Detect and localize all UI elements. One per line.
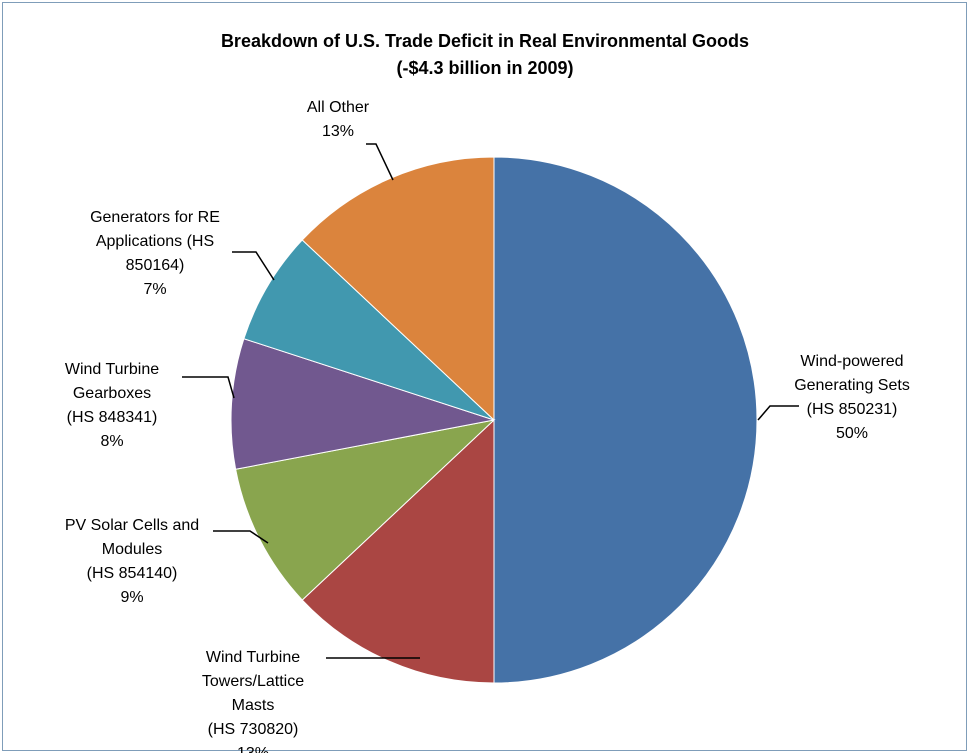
slice-label-wind-turbine: Wind Turbine Gearboxes (HS 848341) 8%	[65, 361, 159, 450]
leader-line-all-other	[366, 143, 394, 181]
slice-labels: Wind-powered Generating Sets (HS 850231) 50…	[65, 99, 910, 753]
pie-slice-generators-for-re	[243, 239, 495, 421]
pie-slice-wind-turbine	[301, 418, 495, 684]
leader-line-generators-for-re	[232, 251, 275, 281]
slice-label-generators-for-re: Generators for RE Applications (HS 850164)…	[90, 209, 220, 298]
leader-line-wind-powered	[757, 405, 799, 421]
leader-line-pv-solar-cells-and	[213, 530, 269, 544]
chart-title: Breakdown of U.S. Trade Deficit in Real …	[221, 31, 749, 51]
slice-label-all-other: All Other 13%	[307, 99, 370, 140]
pie-slice-wind-turbine	[230, 338, 495, 470]
slice-label-wind-turbine: Wind Turbine Towers/Lattice Masts (HS 73082…	[202, 649, 304, 753]
slice-label-pv-solar-cells-and: PV Solar Cells and Modules (HS 854140) 9%	[65, 517, 199, 606]
pie-slices	[230, 156, 758, 684]
leader-lines	[182, 143, 799, 659]
pie-slice-pv-solar-cells-and	[235, 419, 496, 601]
pie-slice-wind-powered	[493, 156, 758, 684]
slice-label-wind-powered: Wind-powered Generating Sets (HS 850231) 50…	[794, 353, 910, 442]
leader-line-wind-turbine	[182, 376, 235, 399]
pie-slice-all-other	[301, 156, 495, 422]
chart-subtitle: (-$4.3 billion in 2009)	[396, 58, 573, 78]
